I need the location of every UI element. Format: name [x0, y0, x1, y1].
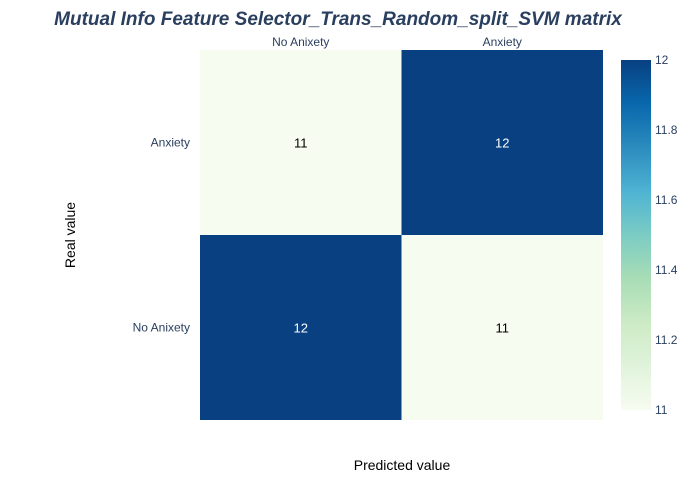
colorbar-tick-label: 11.4: [655, 263, 678, 277]
heatmap-cell-label: 11: [496, 321, 510, 336]
heatmap-cell-label: 11: [294, 136, 308, 151]
colorbar-tick-label: 11.2: [655, 333, 678, 347]
heatmap-cell: [200, 50, 402, 235]
heatmap-cell: [401, 50, 603, 235]
colorbar-tick-label: 11: [655, 403, 668, 417]
y-axis-tick-labels: Anxiety No Anixety: [133, 136, 190, 335]
colorbar: [621, 60, 651, 410]
colorbar-tick-label: 12: [655, 53, 669, 67]
y-tick-label: No Anixety: [133, 321, 190, 335]
heatmap-cell-label: 12: [294, 321, 308, 336]
x-axis-title: Predicted value: [354, 457, 451, 473]
x-axis-tick-labels: No Anixety Anxiety: [272, 35, 522, 49]
x-tick-label: No Anixety: [272, 35, 329, 49]
colorbar-tick-label: 11.8: [655, 123, 678, 137]
heatmap-cell-label: 12: [495, 136, 509, 151]
colorbar-tick-label: 11.6: [655, 193, 678, 207]
heatmap-cell-labels: 11 12 12 11: [294, 136, 510, 336]
y-axis-title: Real value: [62, 202, 78, 268]
heatmap-cell: [200, 235, 402, 420]
chart-title: Mutual Info Feature Selector_Trans_Rando…: [54, 9, 623, 30]
x-tick-label: Anxiety: [483, 35, 522, 49]
heatmap-cell: [401, 235, 603, 420]
colorbar-tick-labels: 11 11.2 11.4 11.6 11.8 12: [655, 53, 678, 417]
heatmap-cells: [200, 50, 603, 420]
y-tick-label: Anxiety: [151, 136, 190, 150]
